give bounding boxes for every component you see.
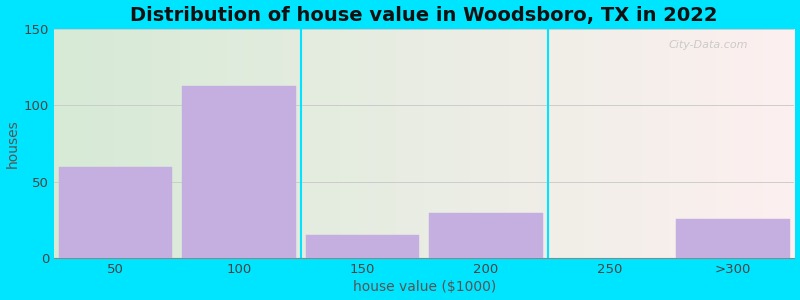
Title: Distribution of house value in Woodsboro, TX in 2022: Distribution of house value in Woodsboro… <box>130 6 718 25</box>
Text: City-Data.com: City-Data.com <box>669 40 748 50</box>
Bar <box>306 236 419 258</box>
Bar <box>59 167 173 258</box>
Y-axis label: houses: houses <box>6 119 19 168</box>
Bar <box>182 85 296 258</box>
X-axis label: house value ($1000): house value ($1000) <box>353 280 496 294</box>
Bar <box>676 219 790 258</box>
Bar <box>429 212 542 258</box>
